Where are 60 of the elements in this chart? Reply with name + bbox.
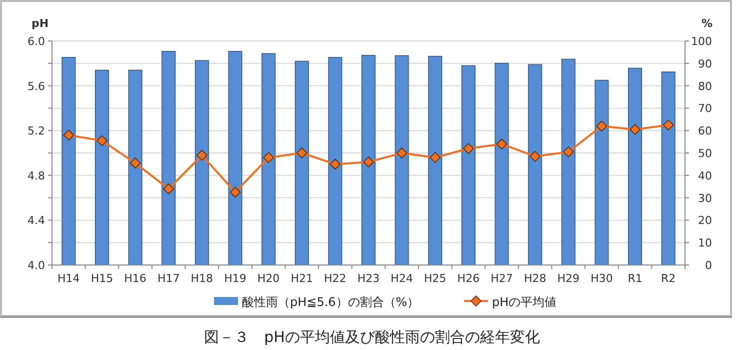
x-tick-label: H26	[457, 272, 480, 285]
y2-tick-label: 30	[698, 192, 712, 205]
y-tick-label: 4.4	[28, 214, 45, 228]
x-tick-label: H30	[590, 272, 613, 285]
point	[496, 138, 508, 150]
y2-tick-label: 0	[705, 259, 712, 272]
y2-tick-label: 60	[698, 124, 712, 138]
point	[63, 130, 74, 140]
y2-tick-label: 100	[691, 35, 712, 48]
legend-label: pHの平均値	[492, 295, 557, 309]
y2-tick-label: 80	[698, 80, 712, 93]
x-tick-label: H28	[524, 272, 546, 285]
y2-tick-label: 20	[698, 214, 712, 228]
y2-tick-label: 40	[698, 169, 712, 182]
y-axis-title: pH	[31, 17, 49, 30]
text: 図－３ pHの平均値及び酸性雨の割合の経年変化	[204, 328, 540, 346]
x-tick-label: H20	[257, 272, 280, 285]
point	[130, 158, 141, 168]
point	[396, 148, 408, 158]
y-tick-label: 4.8	[28, 169, 45, 182]
legend-label: 酸性雨（pH≦5.6）の割合（%）	[242, 295, 420, 309]
x-tick-label: H16	[124, 272, 146, 285]
point	[363, 156, 374, 168]
x-tick-label: H29	[557, 272, 580, 285]
point	[530, 150, 540, 162]
x-tick-label: H22	[324, 272, 346, 285]
point	[662, 120, 674, 130]
point	[330, 158, 341, 170]
point	[430, 152, 441, 163]
y-tick-label: 5.6	[28, 80, 45, 93]
point	[562, 146, 574, 158]
x-tick-label: H19	[224, 272, 246, 285]
point	[596, 120, 608, 132]
x-tick-label: H17	[157, 272, 180, 285]
x-tick-label: H15	[90, 272, 114, 285]
y2-tick-label: 10	[698, 236, 712, 250]
x-tick-label: H18	[190, 272, 214, 285]
y-tick-label: 4.0	[28, 259, 45, 272]
point	[96, 135, 108, 146]
x-tick-label: H14	[58, 272, 80, 285]
point	[163, 183, 174, 194]
point	[196, 150, 208, 161]
x-tick-label: H27	[490, 272, 513, 285]
y2-tick-label: 90	[698, 57, 712, 70]
y2-tick-label: 50	[698, 147, 712, 160]
y-tick-label: 6.0	[28, 35, 45, 48]
x-tick-label: R2	[661, 272, 676, 285]
x-tick-label: H24	[390, 272, 413, 285]
point	[630, 124, 640, 135]
point	[263, 152, 274, 163]
y-tick-label: 5.2	[28, 124, 45, 138]
y2-tick-label: 70	[698, 102, 712, 116]
x-tick-label: H25	[424, 272, 446, 285]
x-tick-label: R1	[628, 272, 642, 285]
y2-axis-title: %	[701, 17, 713, 30]
x-tick-label: H21	[290, 272, 314, 285]
point	[296, 148, 308, 158]
point	[230, 186, 241, 198]
x-tick-label: H23	[357, 272, 380, 285]
point	[463, 143, 474, 154]
